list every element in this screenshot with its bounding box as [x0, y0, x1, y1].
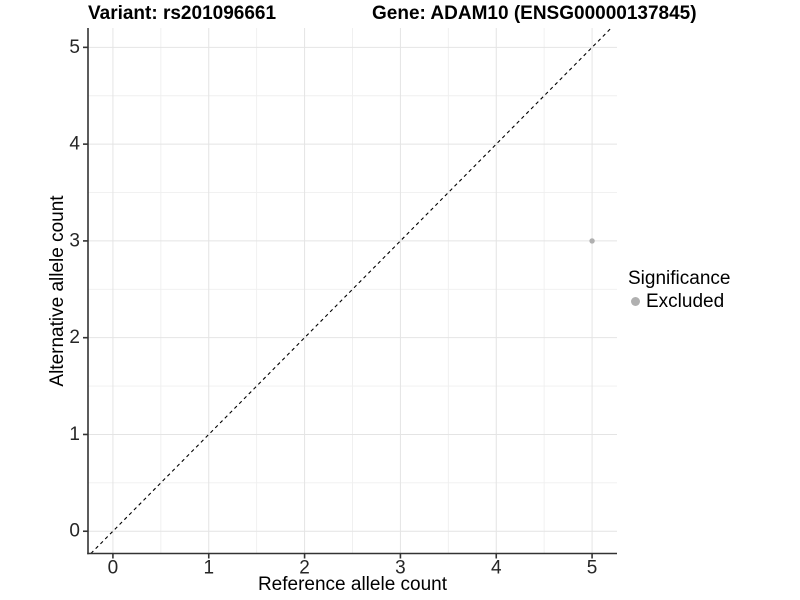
svg-text:2: 2 [69, 327, 80, 348]
legend: Significance Excluded [628, 267, 730, 313]
svg-text:3: 3 [69, 230, 80, 251]
plot-title-gene: Gene: ADAM10 (ENSG00000137845) [372, 3, 697, 24]
x-tick-labels: 0 1 2 3 4 5 [108, 558, 598, 579]
plot-title-variant: Variant: rs201096661 [88, 3, 277, 24]
svg-text:0: 0 [69, 521, 80, 542]
axis-lines [87, 28, 617, 555]
svg-text:5: 5 [69, 37, 80, 58]
svg-text:4: 4 [69, 134, 80, 155]
x-axis-title: Reference allele count [257, 574, 448, 595]
legend-key-circle-icon [631, 297, 640, 306]
data-points [589, 238, 595, 244]
legend-item-excluded: Excluded [628, 290, 730, 313]
svg-text:4: 4 [491, 558, 502, 579]
legend-item-label: Excluded [646, 291, 725, 312]
svg-text:1: 1 [203, 558, 214, 579]
identity-line [90, 27, 612, 554]
legend-title: Significance [628, 268, 731, 289]
y-axis-title: Alternative allele count [47, 195, 68, 387]
major-gridlines [88, 28, 617, 554]
svg-text:1: 1 [69, 424, 80, 445]
axis-tick-marks [83, 46, 593, 559]
data-point [589, 238, 595, 244]
svg-text:2: 2 [299, 558, 310, 579]
minor-gridlines [88, 28, 617, 554]
y-tick-labels: 0 1 2 3 4 5 [69, 37, 80, 542]
svg-text:5: 5 [587, 558, 598, 579]
svg-text:3: 3 [395, 558, 406, 579]
svg-text:0: 0 [108, 558, 119, 579]
